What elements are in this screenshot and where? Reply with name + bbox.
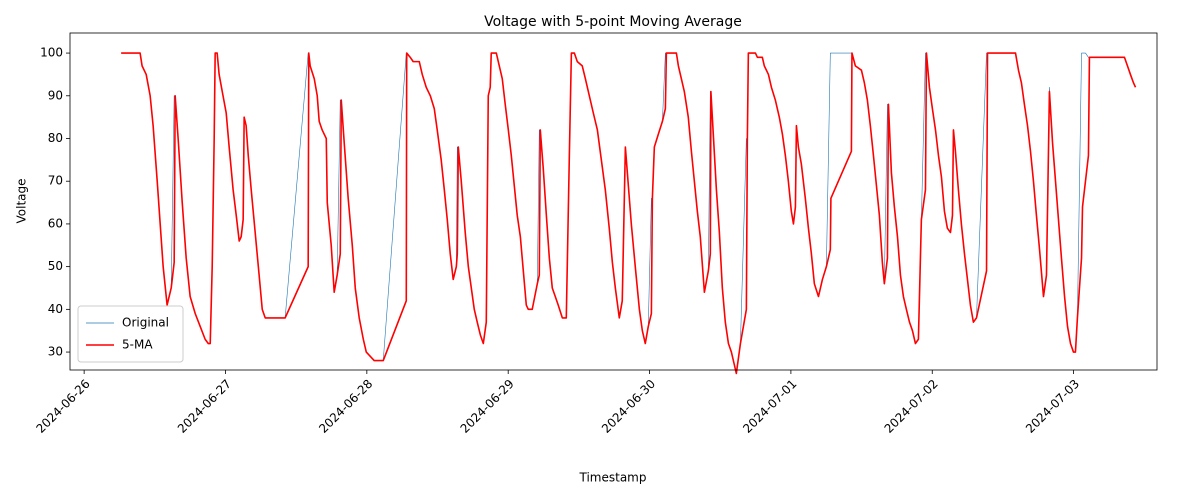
chart-title: Voltage with 5-point Moving Average <box>484 14 742 30</box>
x-tick-label: 2024-06-27 <box>175 377 234 436</box>
x-tick-label: 2024-07-03 <box>1023 377 1082 436</box>
y-tick-label: 80 <box>48 131 63 145</box>
y-tick-label: 100 <box>40 46 63 60</box>
legend-box <box>77 305 184 363</box>
y-tick-label: 50 <box>48 259 63 273</box>
x-tick-label: 2024-07-02 <box>882 377 941 436</box>
series-line <box>121 52 1136 374</box>
series-line <box>121 52 1137 375</box>
x-tick-label: 2024-06-30 <box>599 377 658 436</box>
y-tick-label: 90 <box>48 88 63 102</box>
x-tick-label: 2024-06-26 <box>34 377 93 436</box>
y-tick-label: 30 <box>48 345 63 359</box>
x-tick-label: 2024-06-29 <box>458 377 517 436</box>
y-tick-label: 70 <box>48 174 63 188</box>
legend-label: 5-MA <box>122 338 153 352</box>
x-tick-label: 2024-07-01 <box>740 377 799 436</box>
x-axis-label: Timestamp <box>579 471 647 485</box>
y-axis-label: Voltage <box>15 178 29 223</box>
plot-frame <box>69 32 1158 371</box>
legend: Original 5-MA <box>77 305 184 363</box>
x-tick-label: 2024-06-28 <box>316 377 375 436</box>
y-tick-label: 40 <box>48 302 63 316</box>
legend-label: Original <box>122 316 169 330</box>
y-tick-label: 60 <box>48 216 63 230</box>
